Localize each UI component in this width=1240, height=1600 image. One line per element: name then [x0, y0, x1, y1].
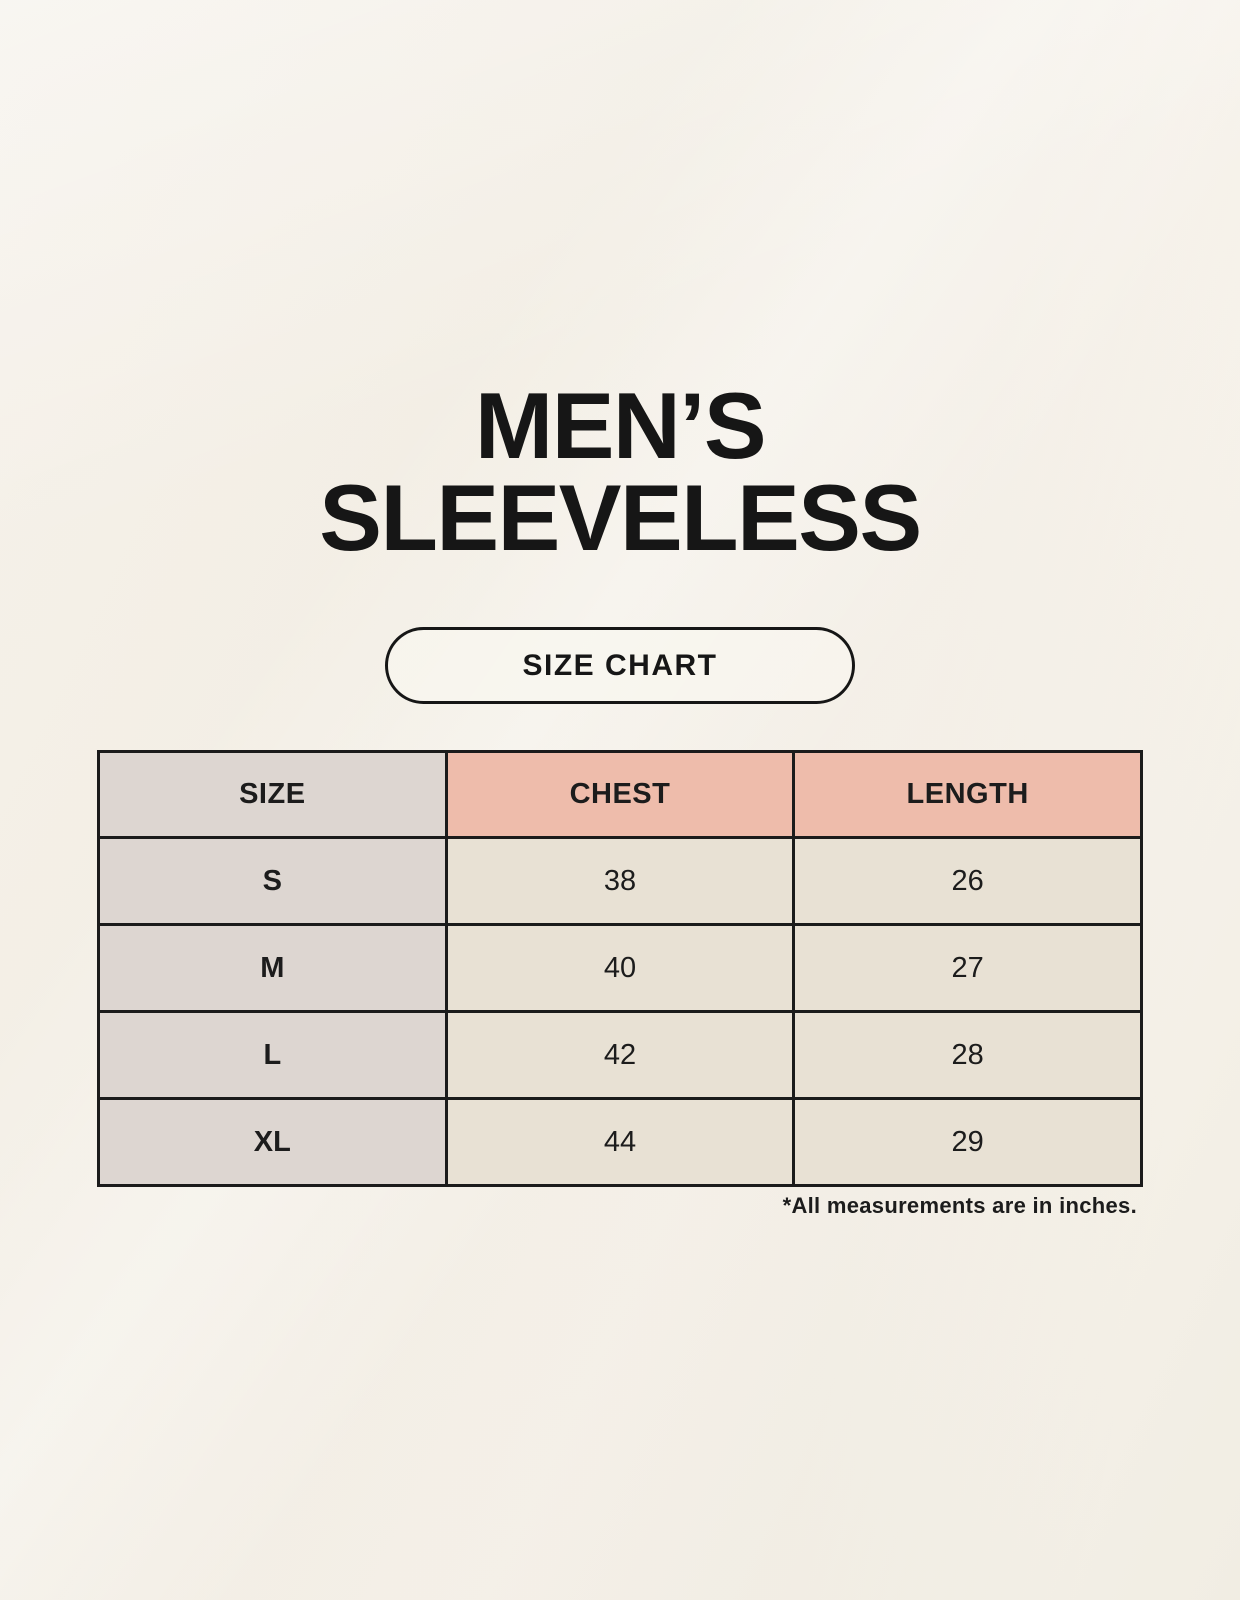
page-title-line1: MEN’S [474, 373, 767, 478]
measurements-footnote: *All measurements are in inches. [782, 1193, 1137, 1218]
chest-value-cell: 42 [444, 1010, 796, 1100]
size-label-cell: XL [97, 1097, 448, 1187]
length-value-cell: 29 [792, 1097, 1143, 1187]
table-row-xl: XL 44 29 [97, 1097, 1143, 1187]
column-header-chest: CHEST [444, 750, 796, 839]
table-row-m: M 40 27 [97, 923, 1143, 1013]
length-value-cell: 27 [792, 923, 1143, 1013]
page-title-line2: SLEEVELESS [319, 465, 922, 570]
chest-value-cell: 38 [444, 836, 796, 926]
length-value-cell: 26 [792, 836, 1143, 926]
size-label-cell: M [97, 923, 448, 1013]
column-header-size: SIZE [97, 750, 448, 839]
size-table: SIZE CHEST LENGTH S 38 26 M 40 27 L [97, 750, 1143, 1187]
chest-value-cell: 40 [444, 923, 796, 1013]
chest-value-cell: 44 [444, 1097, 796, 1187]
length-value-cell: 28 [792, 1010, 1143, 1100]
column-header-length: LENGTH [792, 750, 1143, 839]
size-label-cell: S [97, 836, 448, 926]
size-chart-button[interactable]: SIZE CHART [385, 627, 855, 704]
page-title: MEN’S SLEEVELESS [0, 373, 1240, 570]
header-row: SIZE CHEST LENGTH [97, 750, 1143, 839]
size-table-container: SIZE CHEST LENGTH S 38 26 M 40 27 L [97, 750, 1143, 1187]
size-chart-button-label: SIZE CHART [522, 648, 718, 682]
table-row-l: L 42 28 [97, 1010, 1143, 1100]
table-row-s: S 38 26 [97, 836, 1143, 926]
size-label-cell: L [97, 1010, 448, 1100]
